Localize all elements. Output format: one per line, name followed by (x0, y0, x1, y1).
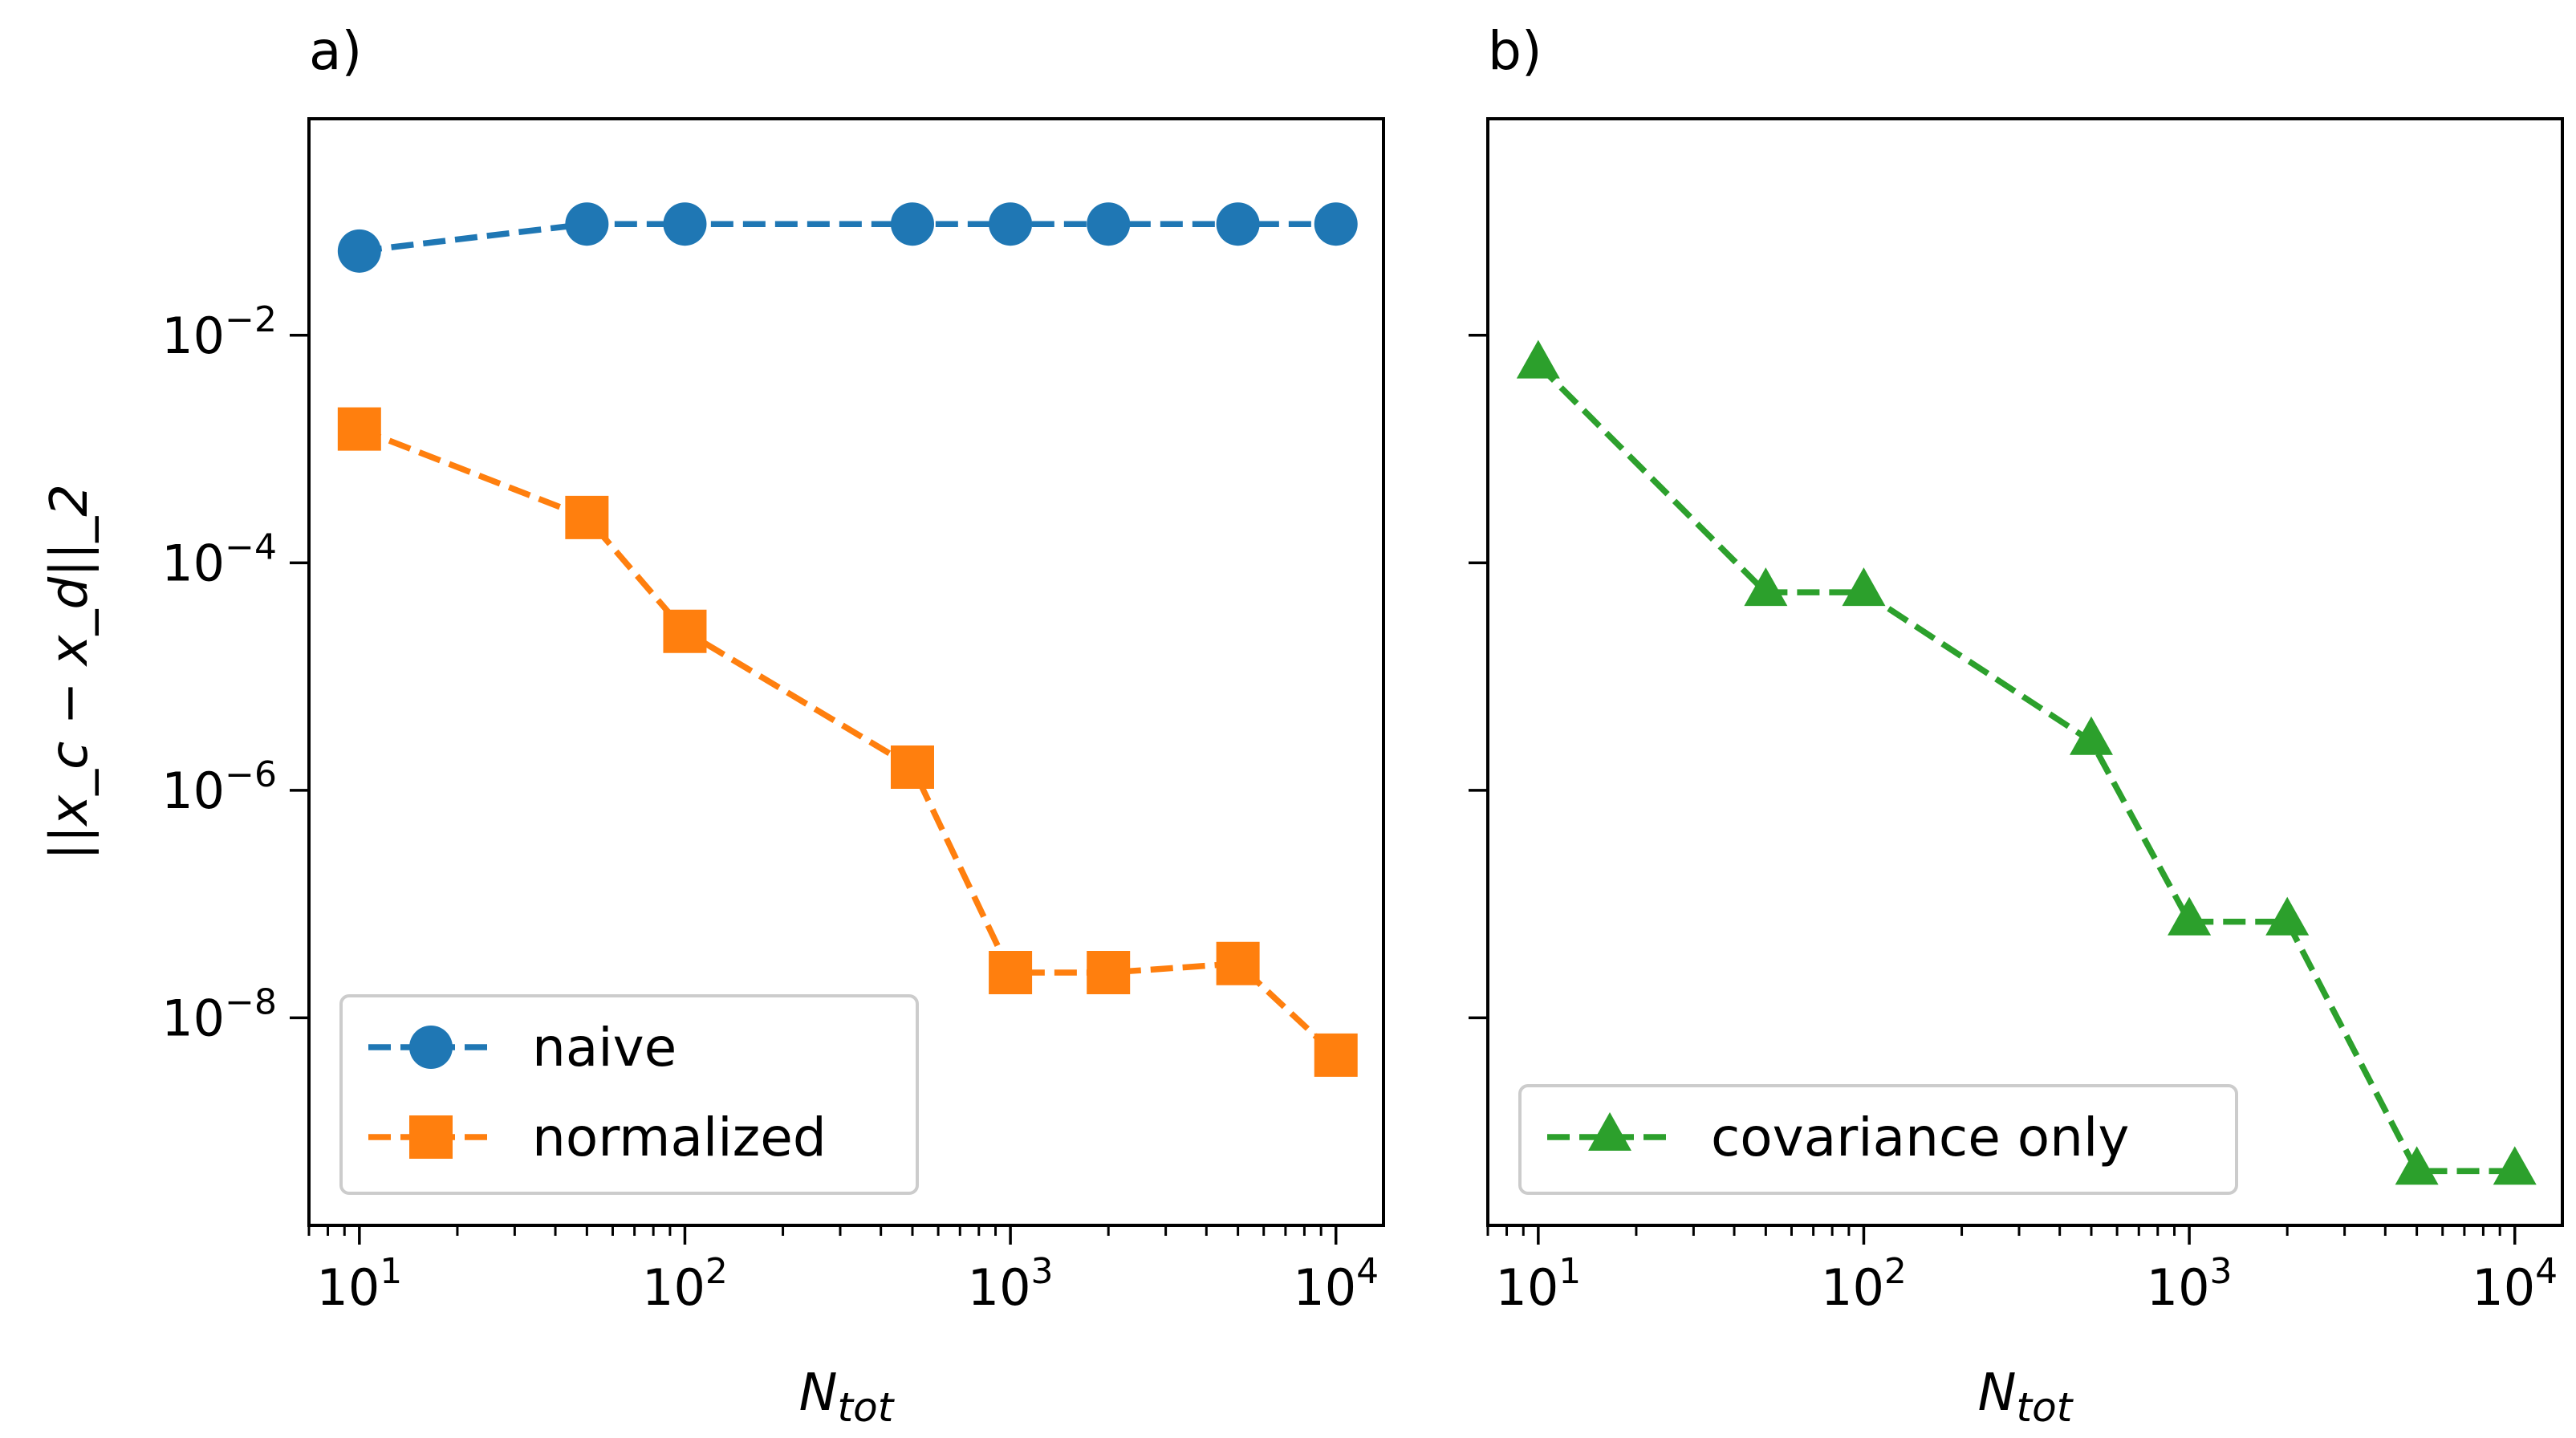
data-point (2069, 716, 2113, 755)
panel-label: b) (1488, 20, 1542, 82)
data-point (663, 202, 707, 246)
data-point (337, 407, 381, 451)
legend-label: covariance only (1711, 1107, 2129, 1168)
y-tick-label: 10−8 (161, 981, 277, 1047)
data-point (1314, 1033, 1358, 1077)
series-line (1536, 362, 2515, 1175)
legend-label: normalized (532, 1107, 827, 1168)
x-tick-label: 101 (1495, 1251, 1581, 1317)
x-axis-label: Ntot (799, 1363, 896, 1431)
legend-marker (409, 1026, 453, 1069)
legend-box (1518, 1084, 2238, 1195)
plot-frame (1486, 117, 2564, 1227)
data-point (1516, 339, 1560, 379)
data-point (2168, 896, 2212, 936)
y-tick-label: 10−2 (161, 299, 277, 365)
panel-b: b) 101 102 103 104 Ntot covariance only (1469, 20, 2564, 1431)
panel-a: a) 101 102 103 104 10−2 10−4 10−6 10−8 Ntot ||x_c … (40, 20, 1385, 1431)
x-tick-label: 102 (1821, 1251, 1907, 1317)
panel-label: a) (309, 20, 362, 82)
data-point (2265, 896, 2310, 936)
data-point (989, 202, 1033, 246)
data-point (1314, 202, 1358, 246)
x-tick-label: 103 (2147, 1251, 2233, 1317)
x-tick-label: 102 (642, 1251, 728, 1317)
data-point (2493, 1146, 2537, 1185)
x-tick-label: 104 (1293, 1251, 1379, 1317)
series-normalized (337, 407, 1358, 1077)
data-point (1842, 567, 1886, 607)
legend-marker (409, 1115, 453, 1159)
data-point (1087, 202, 1131, 246)
data-point (1216, 941, 1260, 985)
data-point (1744, 567, 1788, 607)
series-covariance-only (1516, 339, 2537, 1185)
data-point (2395, 1146, 2439, 1185)
data-point (337, 229, 381, 273)
plot-frame (307, 117, 1385, 1227)
y-axis-label: ||x_c − x_d||_2 (40, 484, 100, 860)
data-point (1087, 951, 1131, 995)
data-point (989, 951, 1033, 995)
x-tick-label: 103 (968, 1251, 1054, 1317)
data-point (890, 202, 934, 246)
legend-marker (1588, 1112, 1631, 1151)
x-axis-label: Ntot (1978, 1363, 2074, 1431)
legend: covariance only (1518, 1084, 2238, 1195)
series-naive (337, 202, 1358, 273)
y-tick-label: 10−6 (161, 754, 277, 820)
data-point (663, 609, 707, 653)
data-point (565, 495, 609, 539)
data-point (565, 202, 609, 246)
x-tick-label: 101 (316, 1251, 402, 1317)
x-tick-label: 104 (2472, 1251, 2558, 1317)
legend: naive normalized (339, 994, 919, 1195)
legend-label: naive (532, 1017, 677, 1078)
data-point (890, 745, 934, 789)
y-tick-label: 10−4 (161, 526, 277, 592)
data-point (1216, 202, 1260, 246)
